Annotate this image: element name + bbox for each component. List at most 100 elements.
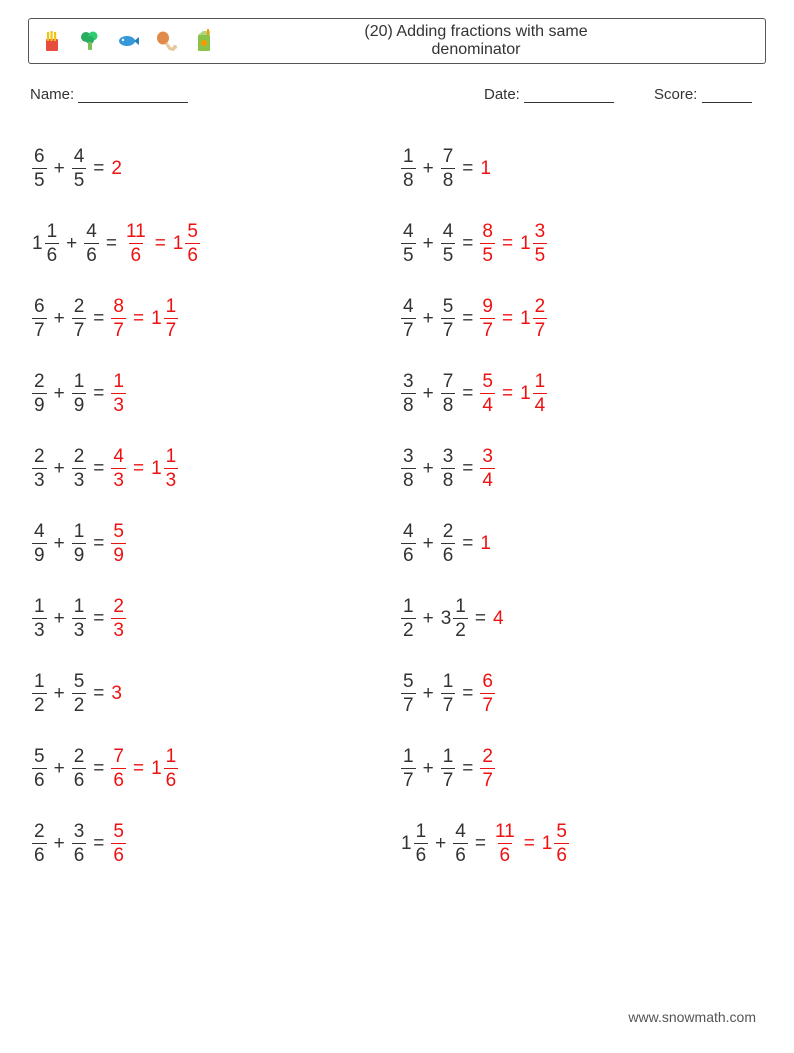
- numerator: 4: [441, 222, 456, 243]
- numerator: 2: [111, 597, 126, 618]
- plus-operator: +: [47, 458, 72, 480]
- fraction: 78: [441, 147, 456, 190]
- plus-operator: +: [416, 158, 441, 180]
- whole-part: 1: [520, 308, 533, 330]
- fraction: 26: [32, 822, 47, 865]
- answer-term: 116: [493, 822, 517, 865]
- equals-sign: =: [86, 458, 111, 480]
- whole-part: 1: [542, 833, 555, 855]
- numerator: 6: [32, 147, 47, 168]
- numerator: 5: [185, 222, 200, 243]
- numerator: 1: [32, 597, 47, 618]
- denominator: 6: [414, 843, 429, 865]
- denominator: 9: [72, 543, 87, 565]
- answer-term: 116: [151, 747, 178, 790]
- operand-term: 57: [401, 672, 416, 715]
- equals-sign: =: [86, 383, 111, 405]
- denominator: 8: [441, 393, 456, 415]
- numerator: 4: [453, 822, 468, 843]
- operand-term: 26: [32, 822, 47, 865]
- numerator: 1: [111, 372, 126, 393]
- numerator: 6: [480, 672, 495, 693]
- whole-part: 1: [151, 308, 164, 330]
- operand-term: 26: [441, 522, 456, 565]
- name-label: Name:: [30, 86, 74, 103]
- denominator: 6: [32, 768, 47, 790]
- equals-sign: =: [468, 833, 493, 855]
- operand-term: 19: [72, 522, 87, 565]
- fraction: 35: [533, 222, 548, 265]
- answer-term: 135: [520, 222, 547, 265]
- numerator: 1: [45, 222, 60, 243]
- operand-term: 46: [84, 222, 99, 265]
- denominator: 8: [441, 468, 456, 490]
- problems-grid: 65+45=2116+46=116=15667+27=87=11729+19=1…: [28, 131, 766, 881]
- denominator: 6: [164, 768, 179, 790]
- denominator: 7: [72, 318, 87, 340]
- plus-operator: +: [416, 308, 441, 330]
- denominator: 5: [533, 243, 548, 265]
- whole-part: 1: [173, 233, 186, 255]
- fraction: 17: [441, 747, 456, 790]
- fraction: 12: [401, 597, 416, 640]
- problem-row: 12+312=4: [401, 581, 766, 656]
- numerator: 5: [554, 822, 569, 843]
- answer-term: 23: [111, 597, 126, 640]
- answer-term: 59: [111, 522, 126, 565]
- fraction: 76: [111, 747, 126, 790]
- equals-sign: =: [517, 833, 542, 855]
- equals-sign: =: [495, 308, 520, 330]
- numerator: 3: [441, 447, 456, 468]
- name-field: Name:: [30, 86, 484, 103]
- equals-sign: =: [86, 308, 111, 330]
- equals-sign: =: [86, 533, 111, 555]
- date-field: Date:: [484, 86, 654, 103]
- fraction: 78: [441, 372, 456, 415]
- denominator: 3: [72, 618, 87, 640]
- denominator: 7: [401, 768, 416, 790]
- operand-term: 57: [441, 297, 456, 340]
- worksheet-title: (20) Adding fractions with same denomina…: [217, 23, 755, 60]
- fraction: 13: [164, 447, 179, 490]
- operand-term: 45: [441, 222, 456, 265]
- operand-term: 12: [32, 672, 47, 715]
- problem-row: 116+46=116=156: [32, 206, 397, 281]
- numerator: 2: [72, 447, 87, 468]
- numerator: 2: [32, 372, 47, 393]
- whole-part: 1: [151, 458, 164, 480]
- fraction: 87: [111, 297, 126, 340]
- operand-term: 52: [72, 672, 87, 715]
- operand-term: 23: [72, 447, 87, 490]
- problem-row: 38+38=34: [401, 431, 766, 506]
- answer-term: 67: [480, 672, 495, 715]
- plus-operator: +: [59, 233, 84, 255]
- fraction: 43: [111, 447, 126, 490]
- fraction: 23: [72, 447, 87, 490]
- operand-term: 45: [401, 222, 416, 265]
- equals-sign: =: [455, 158, 480, 180]
- plus-operator: +: [416, 458, 441, 480]
- equals-sign: =: [455, 758, 480, 780]
- operand-term: 67: [32, 297, 47, 340]
- plus-operator: +: [47, 383, 72, 405]
- numerator: 7: [441, 372, 456, 393]
- operand-term: 45: [72, 147, 87, 190]
- fraction: 38: [401, 372, 416, 415]
- fraction: 57: [401, 672, 416, 715]
- denominator: 3: [164, 468, 179, 490]
- operand-term: 17: [401, 747, 416, 790]
- numerator: 1: [401, 147, 416, 168]
- denominator: 3: [32, 618, 47, 640]
- worksheet-header: (20) Adding fractions with same denomina…: [28, 18, 766, 64]
- score-field: Score:: [654, 86, 764, 103]
- date-blank: [524, 89, 614, 103]
- answer-term: 54: [480, 372, 495, 415]
- fish-icon: [115, 28, 141, 54]
- date-label: Date:: [484, 86, 520, 103]
- numerator: 8: [480, 222, 495, 243]
- answer-term: 85: [480, 222, 495, 265]
- denominator: 6: [129, 243, 144, 265]
- answer-term: 97: [480, 297, 495, 340]
- fraction: 116: [493, 822, 517, 865]
- numerator: 5: [32, 747, 47, 768]
